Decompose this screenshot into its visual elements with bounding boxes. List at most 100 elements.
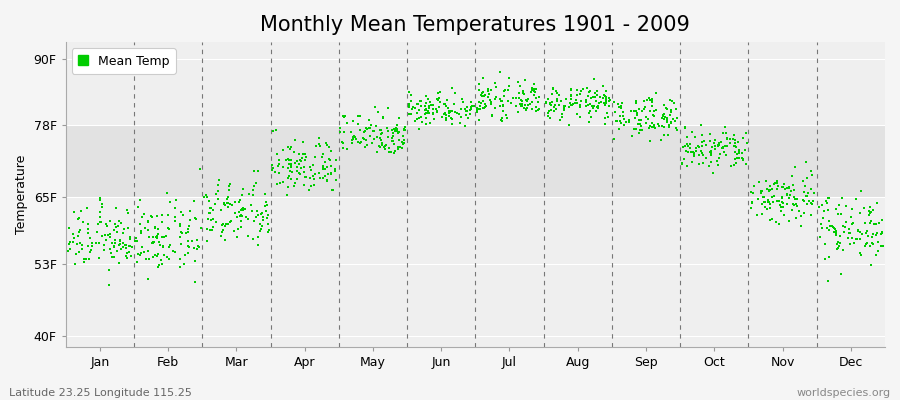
Point	[665, 98, 680, 104]
Point	[85, 240, 99, 246]
Point	[367, 128, 382, 134]
Point	[284, 176, 298, 182]
Point	[396, 133, 410, 140]
Point	[473, 92, 488, 98]
Point	[385, 135, 400, 142]
Point	[456, 99, 471, 105]
Point	[284, 164, 298, 170]
Point	[209, 191, 223, 198]
Point	[481, 94, 495, 100]
Point	[449, 109, 464, 116]
Point	[402, 104, 417, 110]
Point	[116, 230, 130, 236]
Point	[510, 109, 525, 116]
Point	[845, 235, 859, 241]
Point	[477, 105, 491, 112]
Point	[543, 101, 557, 108]
Point	[303, 164, 318, 170]
Point	[186, 245, 201, 252]
Point	[576, 86, 590, 93]
Point	[562, 122, 576, 128]
Point	[511, 78, 526, 85]
Point	[627, 108, 642, 114]
Point	[239, 214, 254, 220]
Point	[602, 96, 616, 103]
Point	[579, 96, 593, 103]
Point	[876, 243, 890, 250]
Point	[388, 147, 402, 154]
Point	[135, 244, 149, 250]
Point	[290, 176, 304, 182]
Point	[93, 219, 107, 225]
Point	[260, 221, 274, 227]
Point	[529, 95, 544, 101]
Point	[755, 210, 770, 217]
Point	[465, 103, 480, 110]
Point	[710, 162, 724, 168]
Point	[528, 86, 543, 92]
Point	[581, 89, 596, 96]
Point	[529, 104, 544, 110]
Point	[418, 110, 433, 116]
Point	[284, 169, 299, 176]
Point	[518, 106, 533, 113]
Point	[85, 243, 99, 249]
Point	[688, 145, 703, 151]
Point	[800, 193, 814, 200]
Point	[283, 146, 297, 152]
Point	[516, 88, 530, 94]
Point	[637, 98, 652, 104]
Point	[768, 179, 782, 186]
Point	[328, 177, 343, 184]
Point	[458, 123, 473, 129]
Point	[706, 144, 720, 150]
Point	[105, 254, 120, 260]
Point	[439, 111, 454, 118]
Point	[410, 101, 425, 107]
Point	[757, 194, 771, 200]
Point	[256, 214, 270, 220]
Point	[384, 127, 399, 134]
Point	[440, 104, 454, 111]
Point	[695, 143, 709, 150]
Point	[216, 226, 230, 233]
Point	[558, 103, 572, 110]
Point	[715, 144, 729, 151]
Point	[253, 228, 267, 234]
Point	[552, 92, 566, 98]
Point	[188, 258, 202, 264]
Point	[868, 252, 883, 258]
Point	[225, 202, 239, 208]
Point	[141, 256, 156, 262]
Point	[359, 137, 374, 144]
Point	[760, 197, 775, 203]
Point	[687, 152, 701, 159]
Point	[687, 150, 701, 156]
Point	[608, 109, 622, 115]
Point	[360, 142, 374, 148]
Point	[508, 102, 523, 109]
Point	[759, 177, 773, 184]
Point	[559, 96, 573, 102]
Point	[220, 204, 235, 210]
Point	[786, 182, 800, 188]
Point	[695, 150, 709, 156]
Point	[858, 220, 872, 226]
Point	[813, 234, 827, 240]
Point	[515, 101, 529, 108]
Point	[306, 162, 320, 168]
Point	[703, 130, 717, 137]
Point	[94, 201, 109, 207]
Point	[227, 228, 241, 234]
Point	[470, 107, 484, 113]
Point	[328, 168, 342, 174]
Point	[347, 133, 362, 140]
Point	[146, 240, 160, 247]
Point	[763, 201, 778, 207]
Point	[718, 152, 733, 159]
Point	[698, 155, 713, 162]
Point	[76, 256, 91, 262]
Point	[776, 184, 790, 190]
Point	[796, 196, 810, 203]
Point	[249, 208, 264, 214]
